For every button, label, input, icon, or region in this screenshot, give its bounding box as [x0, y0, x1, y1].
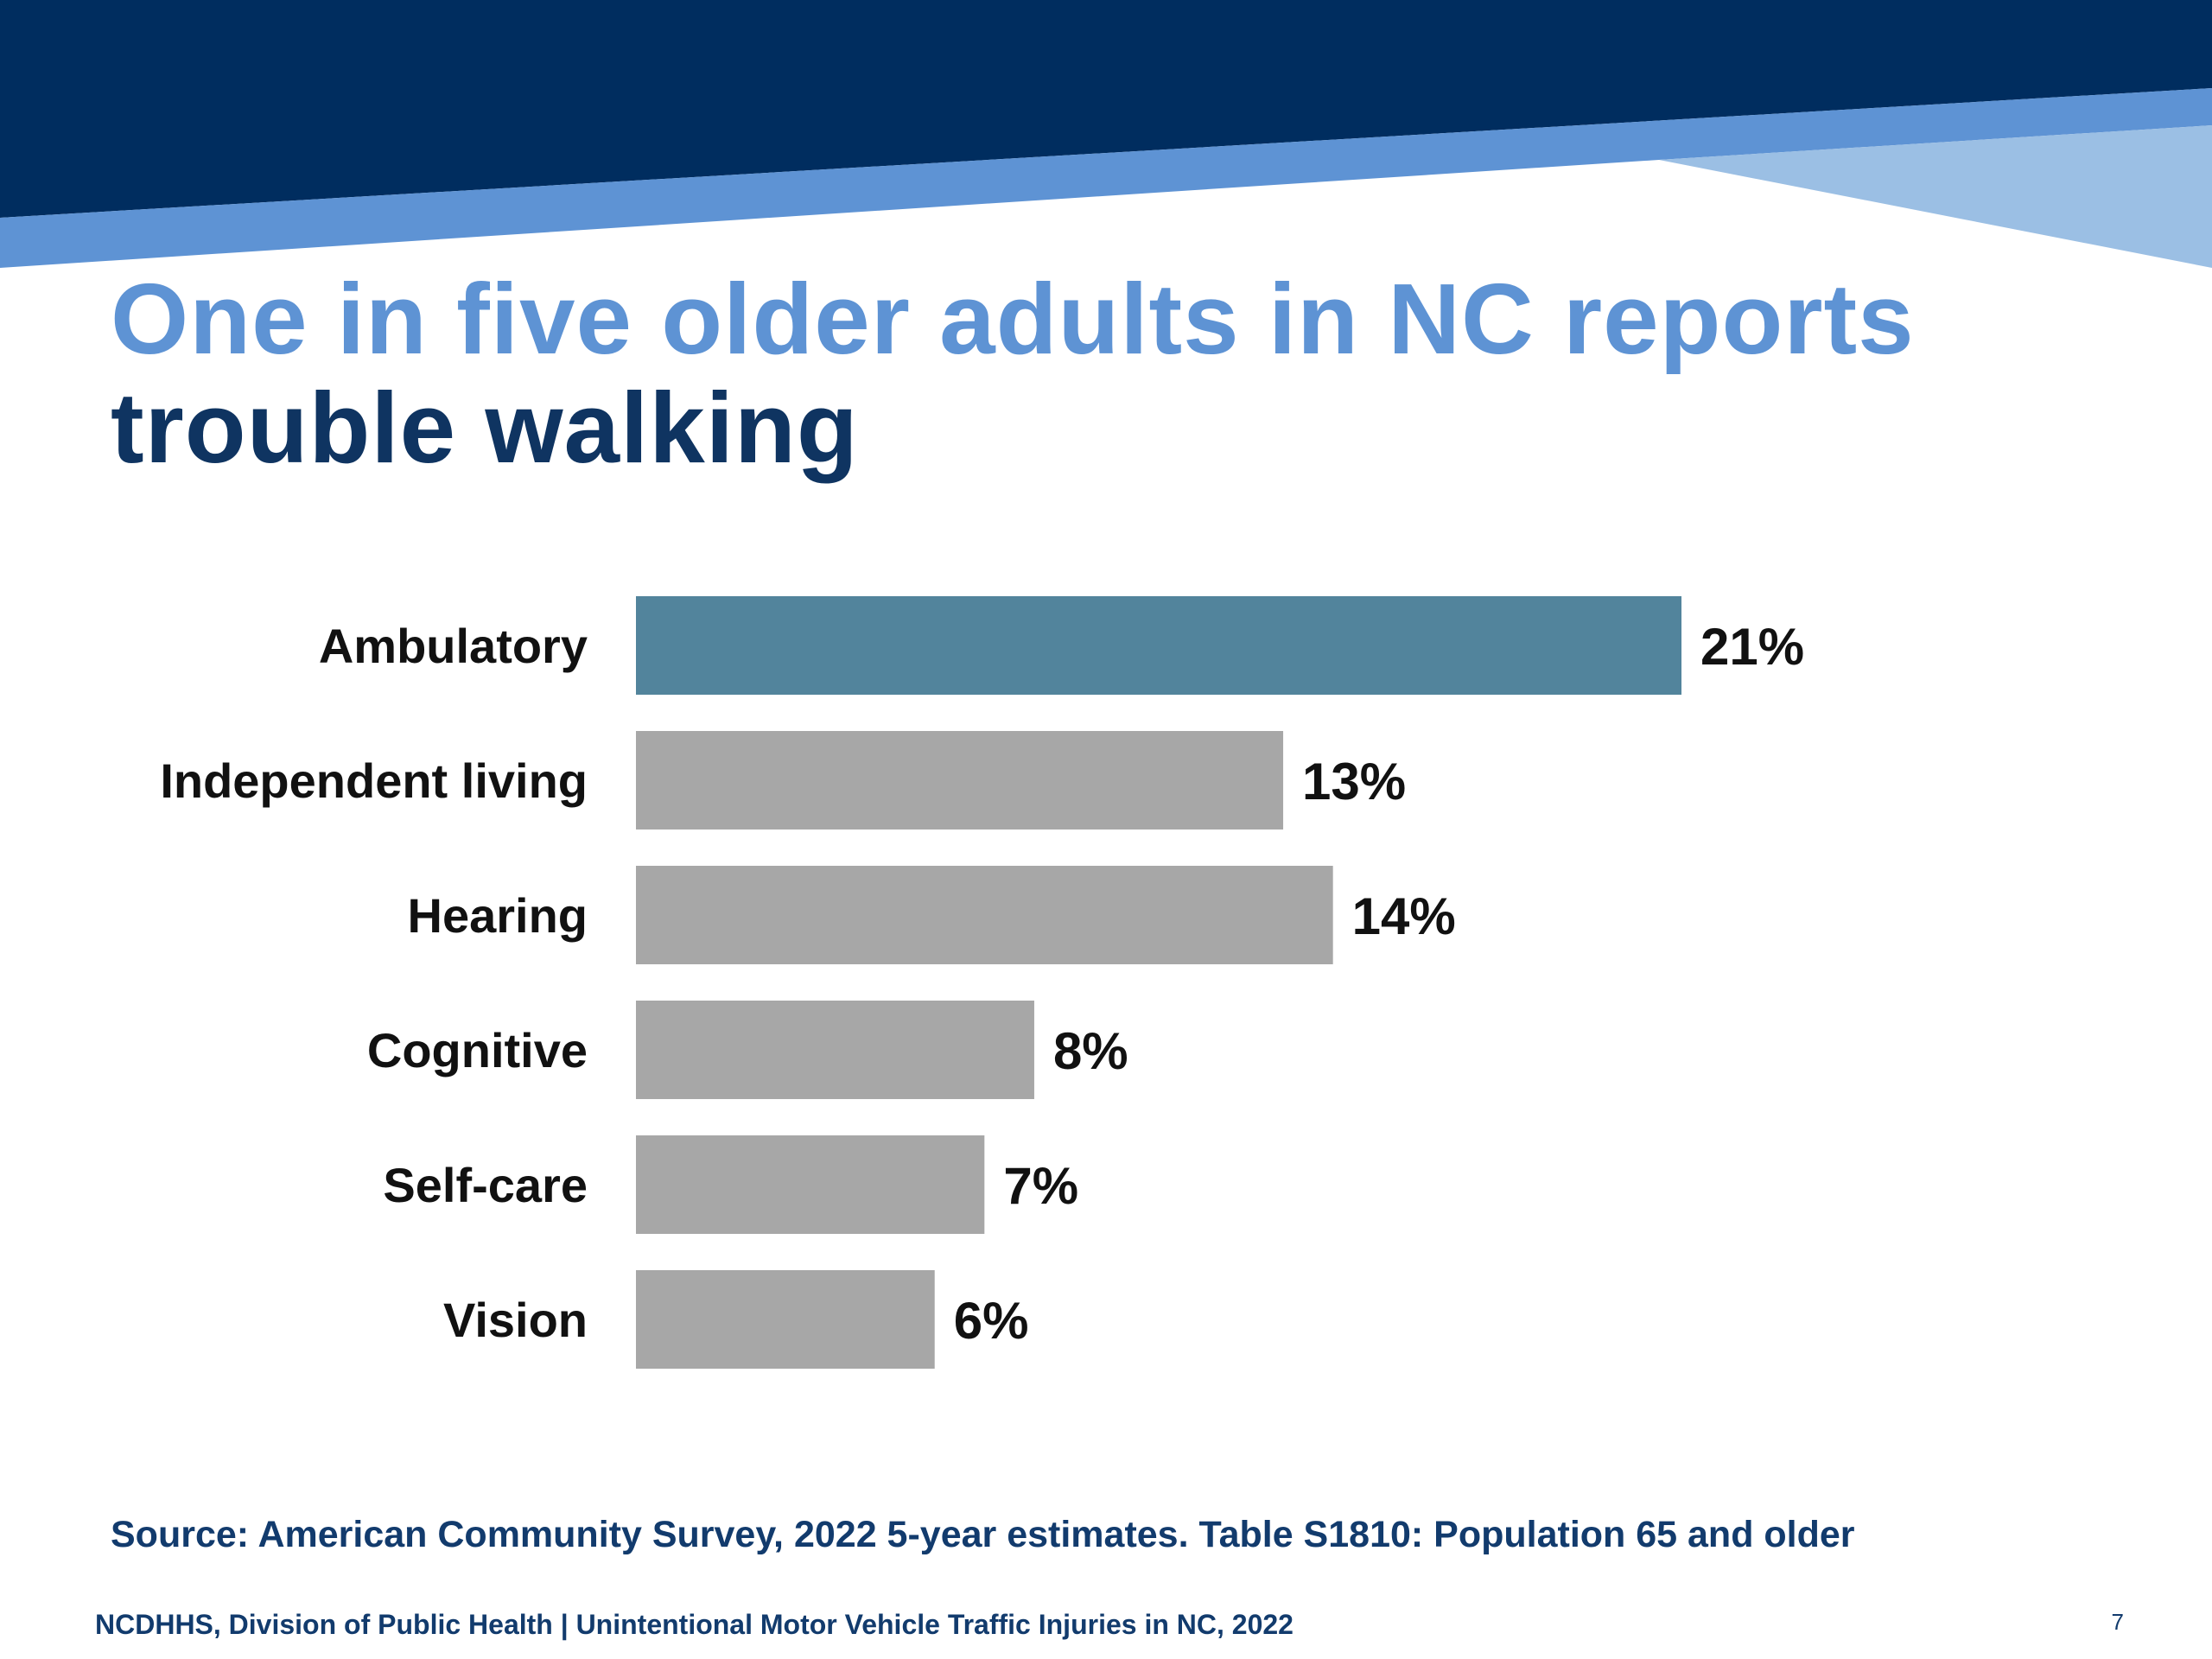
source-note: Source: American Community Survey, 2022 …	[111, 1514, 1855, 1555]
header-band	[0, 0, 2212, 268]
bar-ambulatory	[636, 596, 1681, 695]
category-label: Cognitive	[367, 1023, 588, 1077]
category-label: Vision	[443, 1293, 588, 1347]
header-light-stripe	[1659, 125, 2212, 268]
header-dark-band	[0, 0, 2212, 218]
category-label: Hearing	[408, 888, 588, 943]
footer-text: NCDHHS, Division of Public Health | Unin…	[95, 1609, 1294, 1640]
category-label: Self-care	[383, 1158, 588, 1212]
bar-cognitive	[636, 1001, 1034, 1099]
value-label: 6%	[954, 1292, 1029, 1350]
bar-self-care	[636, 1135, 985, 1234]
value-label: 8%	[1053, 1022, 1128, 1080]
slide-title: One in five older adults in NC reports t…	[111, 264, 1915, 482]
value-label: 21%	[1700, 618, 1804, 676]
category-label: Independent living	[160, 753, 588, 808]
slide-title-line1: One in five older adults in NC reports	[111, 263, 1915, 375]
value-label: 14%	[1352, 887, 1456, 945]
value-label: 7%	[1003, 1157, 1078, 1215]
bar-independent-living	[636, 731, 1284, 830]
page-number: 7	[2111, 1609, 2124, 1635]
bar-hearing	[636, 866, 1333, 964]
category-label: Ambulatory	[319, 619, 588, 673]
value-label: 13%	[1302, 753, 1406, 810]
slide-title-line2: trouble walking	[111, 372, 859, 484]
bar-vision	[636, 1270, 935, 1369]
header-mid-stripe	[0, 88, 2212, 268]
bar-chart: Ambulatory 21% Independent living 13% Hearin…	[160, 596, 1804, 1369]
